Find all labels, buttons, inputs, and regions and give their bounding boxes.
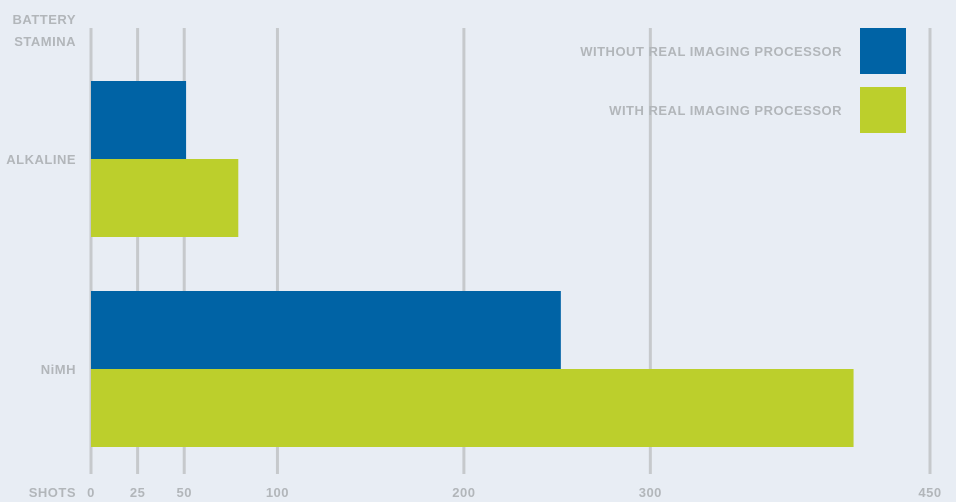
chart-title-line-1: BATTERY <box>13 12 76 27</box>
x-tick-label-0: 0 <box>87 485 95 500</box>
x-axis-label: SHOTS <box>29 485 76 500</box>
x-tick-label-450: 450 <box>918 485 941 500</box>
x-tick-label-100: 100 <box>266 485 289 500</box>
category-label-nimh: NiMH <box>41 362 76 377</box>
legend-label-2: WITH REAL IMAGING PROCESSOR <box>609 103 842 118</box>
x-tick-label-200: 200 <box>452 485 475 500</box>
legend-label-1: WITHOUT REAL IMAGING PROCESSOR <box>580 44 842 59</box>
bar-nimh-series-2 <box>91 369 854 447</box>
labels: 0 25 50 100 200 300 450 SHOTS BATTERY STAMINA ALKA… <box>6 12 941 500</box>
bar-alkaline-series-2 <box>91 159 239 237</box>
x-tick-label-50: 50 <box>176 485 191 500</box>
legend: WITHOUT REAL IMAGING PROCESSOR WITH REAL … <box>580 28 906 133</box>
x-tick-label-300: 300 <box>639 485 662 500</box>
chart-title-line-2: STAMINA <box>14 34 76 49</box>
legend-swatch-1 <box>860 28 906 74</box>
category-label-alkaline: ALKALINE <box>6 152 76 167</box>
legend-swatch-2 <box>860 87 906 133</box>
bars <box>91 81 854 447</box>
bar-nimh-series-1 <box>91 291 561 369</box>
x-tick-label-25: 25 <box>130 485 145 500</box>
bar-alkaline-series-1 <box>91 81 187 159</box>
